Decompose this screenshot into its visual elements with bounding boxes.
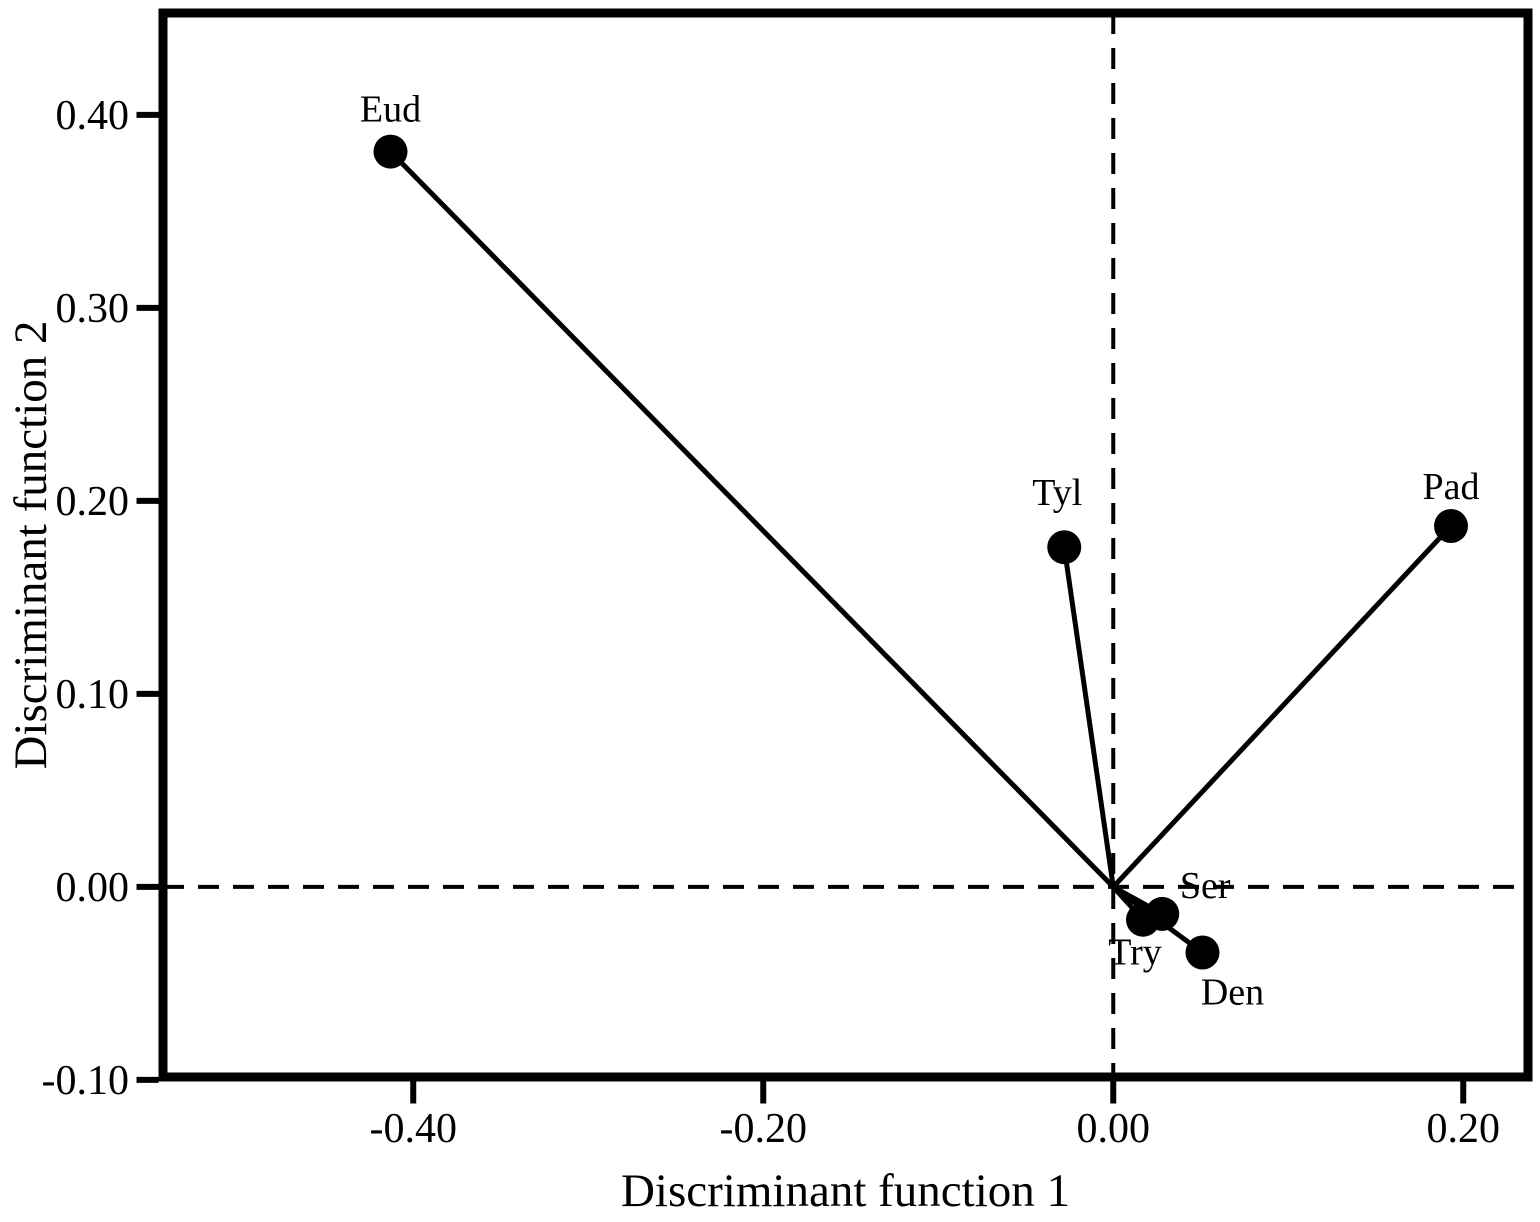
connector-line-eud — [388, 149, 1116, 889]
x-tick-label-0.20: 0.20 — [1427, 1106, 1501, 1152]
axis-ticks — [136, 111, 1467, 1104]
y-tick-label-0.30: 0.30 — [56, 286, 130, 332]
point-label-try: Try — [1108, 932, 1162, 974]
y-tick-label-0.40: 0.40 — [56, 93, 130, 139]
connector-line-tyl — [1061, 546, 1116, 888]
y-axis-title: Discriminant function 2 — [5, 320, 57, 769]
x-tick-label--0.20: -0.20 — [720, 1106, 808, 1152]
x-tick-label-0.00: 0.00 — [1077, 1106, 1151, 1152]
x-axis-title: Discriminant function 1 — [621, 1165, 1070, 1217]
data-point-labels: Eud Tyl Pad Ser Try Den — [360, 89, 1480, 1014]
y-tick-label-0.10: 0.10 — [56, 672, 130, 718]
data-point-tyl — [1047, 530, 1082, 565]
origin-connector-lines — [388, 149, 1453, 955]
axis-tick-labels: -0.40 -0.20 0.00 0.20 0.40 0.30 0.20 0.10 0.00 -0… — [42, 93, 1501, 1152]
point-label-pad: Pad — [1423, 466, 1480, 508]
data-point-markers — [373, 134, 1468, 970]
data-point-pad — [1434, 508, 1468, 543]
point-label-tyl: Tyl — [1032, 472, 1082, 514]
connector-line-pad — [1111, 524, 1453, 889]
y-tick-label-0.00: 0.00 — [56, 865, 130, 911]
zero-reference-lines — [163, 13, 1528, 1077]
point-label-den: Den — [1201, 972, 1264, 1014]
y-tick-label--0.10: -0.10 — [42, 1058, 130, 1104]
data-point-try — [1126, 902, 1160, 937]
data-point-eud — [373, 134, 408, 169]
x-tick-label--0.40: -0.40 — [370, 1106, 458, 1152]
plot-frame — [158, 8, 1533, 1082]
y-tick-label-0.20: 0.20 — [56, 479, 130, 525]
point-label-ser: Ser — [1180, 865, 1231, 907]
data-point-den — [1185, 935, 1220, 970]
point-label-eud: Eud — [360, 89, 421, 131]
